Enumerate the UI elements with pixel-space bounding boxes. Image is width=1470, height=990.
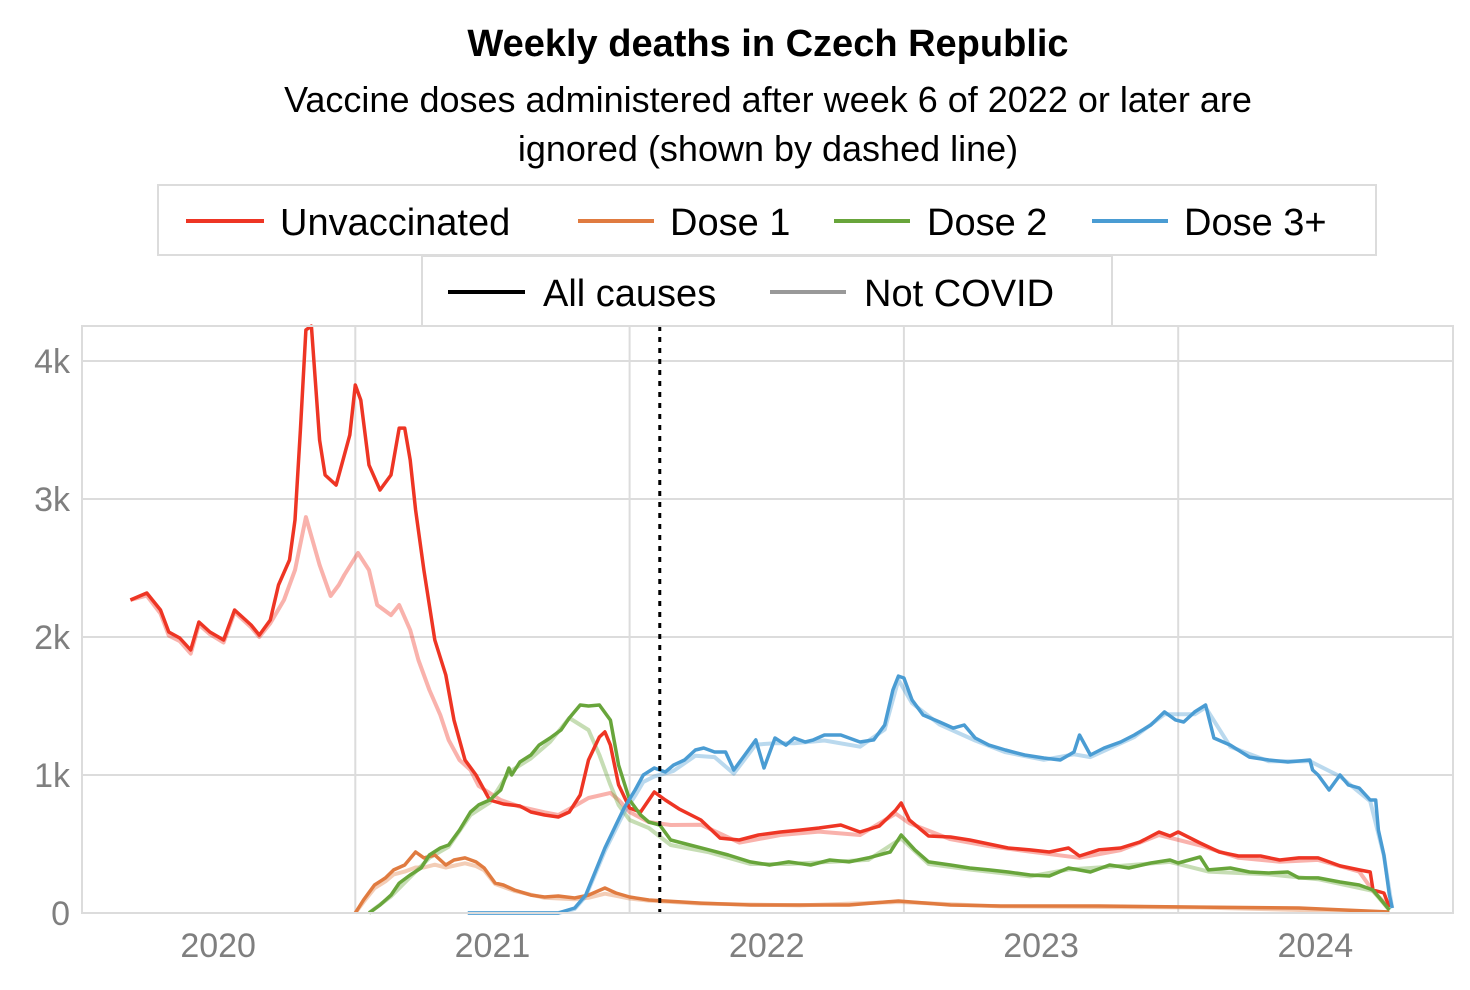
legend-label-dose-1: Dose 1 (670, 202, 790, 244)
all-causes-lines (129, 324, 1394, 915)
legend-label-not-covid: Not COVID (864, 273, 1054, 315)
line-not-covid-dose-2 (367, 716, 1391, 915)
legend-label-unvaccinated: Unvaccinated (280, 202, 510, 244)
legend-box-series (157, 184, 1377, 256)
legend-label-dose-2: Dose 2 (927, 202, 1047, 244)
y-tick-label: 4k (34, 343, 71, 381)
line-not-covid-dose-3plus (467, 677, 1395, 915)
legend-series: Unvaccinated Dose 1 Dose 2 Dose 3+ (157, 184, 1377, 256)
chart-title: Weekly deaths in Czech Republic (467, 23, 1068, 65)
legend-label-dose-3plus: Dose 3+ (1184, 202, 1327, 244)
y-axis-ticks: 0 1k 2k 3k 4k (34, 343, 71, 933)
x-tick-label: 2021 (455, 927, 531, 965)
not-covid-lines (129, 515, 1395, 915)
line-all-causes-dose-3plus (467, 674, 1394, 915)
x-axis-ticks: 2020 2021 2022 2023 2024 (180, 927, 1353, 965)
y-tick-label: 1k (34, 757, 71, 795)
chart-subtitle-line-1: Vaccine doses administered after week 6 … (284, 79, 1252, 120)
x-tick-label: 2022 (729, 927, 805, 965)
y-tick-label: 0 (51, 895, 70, 933)
plot-border (81, 325, 1454, 914)
x-tick-label: 2023 (1003, 927, 1079, 965)
line-all-causes-dose-2 (367, 703, 1391, 915)
line-all-causes-dose-1 (353, 850, 1390, 914)
y-tick-label: 2k (34, 619, 71, 657)
line-all-causes-unvaccinated (129, 324, 1392, 908)
legend-label-all-causes: All causes (543, 273, 716, 315)
grid (82, 326, 1453, 914)
x-tick-label: 2020 (180, 927, 256, 965)
chart-subtitle-line-2: ignored (shown by dashed line) (518, 128, 1018, 169)
legend-types: All causes Not COVID (421, 255, 1113, 327)
y-tick-label: 3k (34, 481, 71, 519)
x-tick-label: 2024 (1278, 927, 1354, 965)
